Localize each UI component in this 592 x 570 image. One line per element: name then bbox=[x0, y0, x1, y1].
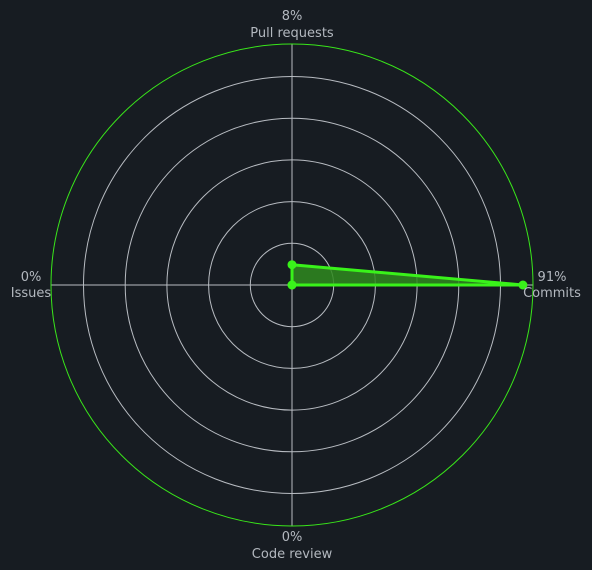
data-point-issues bbox=[288, 281, 297, 290]
value-label-commits: 91% bbox=[538, 270, 567, 285]
axis-label-code-review: Code review bbox=[252, 547, 333, 562]
series-area bbox=[292, 265, 523, 285]
value-label-issues: 0% bbox=[21, 270, 42, 285]
value-label-code-review: 0% bbox=[282, 530, 303, 545]
axis-label-issues: Issues bbox=[11, 286, 52, 301]
axis-label-commits: Commits bbox=[523, 286, 581, 301]
value-label-pull-requests: 8% bbox=[282, 9, 303, 24]
data-point-pull-requests bbox=[288, 260, 297, 269]
axis-label-pull-requests: Pull requests bbox=[250, 26, 334, 41]
